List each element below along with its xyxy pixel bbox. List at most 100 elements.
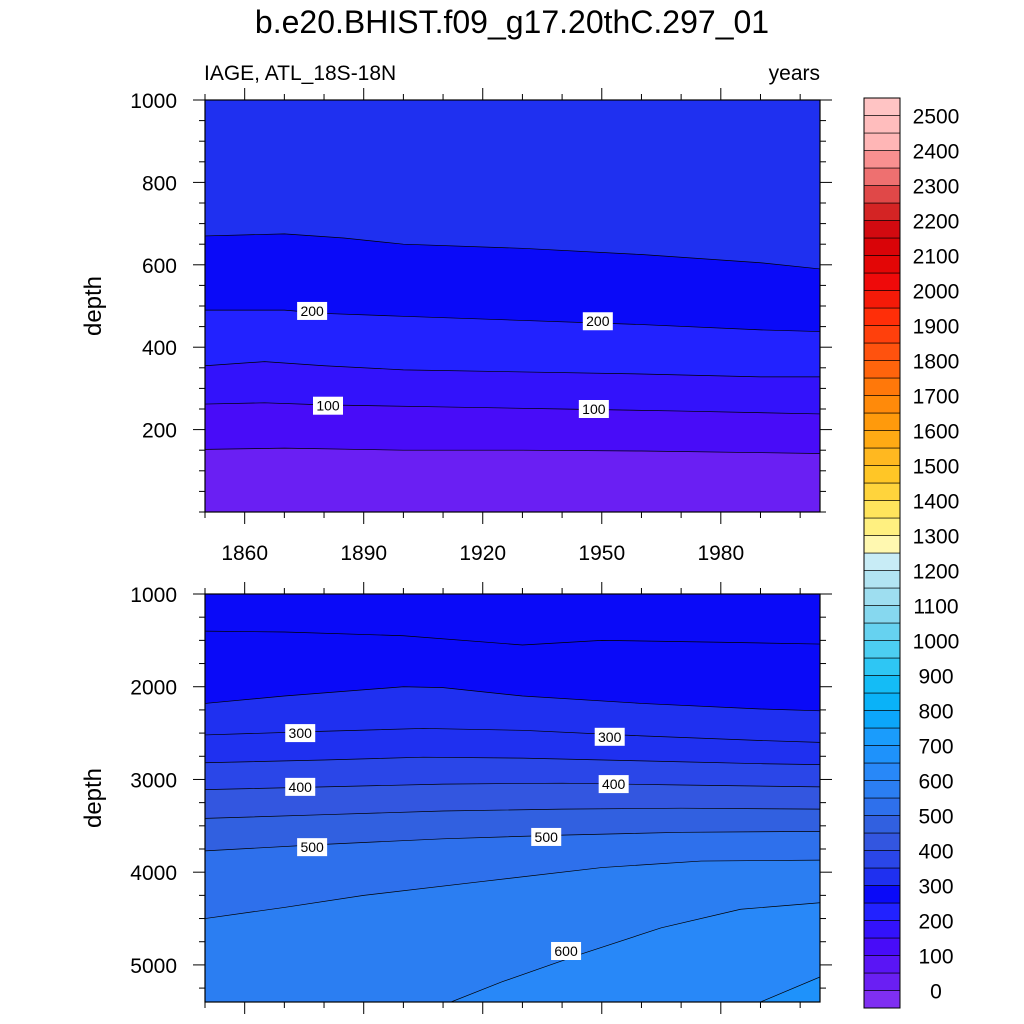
colorbar-swatch bbox=[863, 115, 901, 134]
colorbar-swatch bbox=[863, 517, 901, 536]
upper-y-tick-label: 200 bbox=[142, 420, 177, 443]
colorbar-swatch bbox=[863, 692, 901, 711]
variable-region-label: IAGE, ATL_18S-18N bbox=[204, 62, 397, 85]
lower-contour-line-350 bbox=[205, 756, 820, 765]
colorbar-swatch bbox=[863, 447, 901, 466]
contour-label-text: 300 bbox=[289, 725, 313, 741]
contour-label-box bbox=[582, 312, 613, 331]
colorbar-tick-label: 600 bbox=[918, 771, 953, 794]
upper-y-tick-label: 800 bbox=[142, 172, 177, 195]
colorbar-tick-label: 1500 bbox=[913, 456, 960, 479]
upper-contour-line-100 bbox=[205, 402, 820, 415]
lower-contour-label: 400 bbox=[598, 775, 629, 794]
upper-band-250 bbox=[205, 100, 820, 269]
colorbar-swatch bbox=[863, 202, 901, 221]
lower-plot-area: 300 300 400 400 500 500 600 bbox=[205, 594, 820, 1002]
upper-contour-label: 100 bbox=[313, 396, 343, 415]
colorbar-swatch bbox=[863, 167, 901, 186]
contour-label-text: 400 bbox=[289, 779, 313, 795]
colorbar-swatch bbox=[863, 937, 901, 956]
upper-contour-label: 100 bbox=[578, 400, 609, 418]
colorbar-swatch bbox=[863, 290, 901, 309]
colorbar-swatch bbox=[863, 132, 901, 151]
upper-x-tick-label: 1950 bbox=[578, 542, 625, 565]
colorbar-swatch bbox=[863, 657, 901, 676]
colorbar-swatch bbox=[863, 255, 901, 274]
upper-x-tick-label: 1860 bbox=[221, 542, 268, 565]
colorbar-tick-label: 2200 bbox=[913, 211, 960, 234]
colorbar-swatch bbox=[863, 272, 901, 291]
colorbar-swatch bbox=[863, 465, 901, 484]
colorbar-tick-label: 2100 bbox=[913, 246, 960, 269]
colorbar-tick-label: 1400 bbox=[913, 491, 960, 514]
colorbar-tick-label: 2300 bbox=[913, 176, 960, 199]
lower-contour-label: 400 bbox=[285, 777, 316, 796]
lower-contour-label: 300 bbox=[285, 724, 316, 743]
units-label: years bbox=[768, 62, 820, 85]
lower-contour-label: 600 bbox=[551, 942, 582, 960]
lower-contour-label: 500 bbox=[297, 838, 328, 857]
lower-contour-label: 300 bbox=[594, 727, 625, 746]
colorbar-tick-label: 1100 bbox=[913, 596, 958, 619]
upper-x-tick-label: 1890 bbox=[340, 542, 387, 565]
upper-x-tick-label: 1920 bbox=[459, 542, 506, 565]
upper-y-tick-label: 400 bbox=[142, 337, 177, 360]
upper-x-tick-label: 1980 bbox=[697, 542, 744, 565]
contour-label-text: 200 bbox=[300, 303, 324, 319]
colorbar-tick-label: 800 bbox=[918, 701, 953, 724]
lower-y-tick-label: 3000 bbox=[130, 769, 177, 792]
colorbar-tick-label: 2400 bbox=[913, 141, 960, 164]
contour-label-text: 200 bbox=[586, 313, 610, 329]
colorbar-tick-label: 1600 bbox=[913, 421, 960, 444]
colorbar-swatch bbox=[863, 762, 901, 781]
upper-contour-label: 200 bbox=[297, 301, 328, 320]
contour-label-text: 100 bbox=[582, 401, 606, 417]
contour-label-text: 300 bbox=[598, 729, 622, 745]
colorbar-tick-label: 1900 bbox=[913, 316, 960, 339]
contour-label-text: 100 bbox=[316, 398, 340, 414]
colorbar-swatch bbox=[863, 832, 901, 851]
lower-contour-line-250 bbox=[205, 630, 820, 646]
colorbar-tick-label: 0 bbox=[930, 981, 942, 1004]
colorbar-tick-label: 500 bbox=[918, 806, 953, 829]
colorbar-swatch bbox=[863, 220, 901, 239]
lower-y-tick-label: 5000 bbox=[130, 955, 177, 978]
colorbar-swatch bbox=[863, 885, 901, 904]
colorbar-swatch bbox=[863, 640, 901, 659]
colorbar-swatch bbox=[863, 150, 901, 169]
lower-contour-panel: 300 300 400 400 500 500 600 1000 2000 3000 4000 500… bbox=[80, 582, 832, 1014]
colorbar-swatch bbox=[863, 745, 901, 764]
colorbar-swatch bbox=[863, 395, 901, 414]
colorbar-swatch bbox=[863, 850, 901, 869]
lower-y-tick-label: 2000 bbox=[130, 677, 177, 700]
contour-label-box bbox=[297, 838, 328, 857]
contour-label-text: 500 bbox=[300, 839, 324, 855]
colorbar-swatch bbox=[863, 535, 901, 554]
contour-label-box bbox=[313, 396, 343, 415]
colorbar-tick-label: 1200 bbox=[913, 561, 960, 584]
colorbar-swatch bbox=[863, 185, 901, 204]
contour-label-box bbox=[285, 724, 316, 743]
colorbar-swatch bbox=[863, 990, 901, 1009]
contour-label-box bbox=[551, 942, 582, 960]
lower-contour-line-600 bbox=[450, 902, 820, 1002]
contour-label-text: 400 bbox=[602, 776, 626, 792]
figure-title: b.e20.BHIST.f09_g17.20thC.297_01 bbox=[254, 4, 770, 40]
colorbar-frame bbox=[863, 97, 901, 1009]
upper-y-axis-label: depth bbox=[80, 276, 107, 336]
colorbar-tick-label: 1700 bbox=[913, 386, 960, 409]
upper-plot-area: 100 100 200 200 bbox=[205, 100, 820, 512]
colorbar-swatch bbox=[863, 552, 901, 571]
colorbar-swatch bbox=[863, 97, 901, 116]
colorbar-tick-label: 2500 bbox=[913, 106, 960, 129]
colorbar: 0 100 200 300 400 500 600 700 800 900 1000 1100 1200… bbox=[863, 97, 960, 1009]
colorbar-swatch bbox=[863, 605, 901, 624]
colorbar-swatch bbox=[863, 325, 901, 344]
colorbar-swatch bbox=[863, 710, 901, 729]
colorbar-tick-label: 1800 bbox=[913, 351, 960, 374]
colorbar-tick-label: 700 bbox=[918, 736, 953, 759]
lower-y-tick-label: 4000 bbox=[130, 862, 177, 885]
colorbar-tick-label: 300 bbox=[918, 876, 953, 899]
colorbar-swatch bbox=[863, 377, 901, 396]
lower-frame bbox=[204, 593, 821, 1003]
